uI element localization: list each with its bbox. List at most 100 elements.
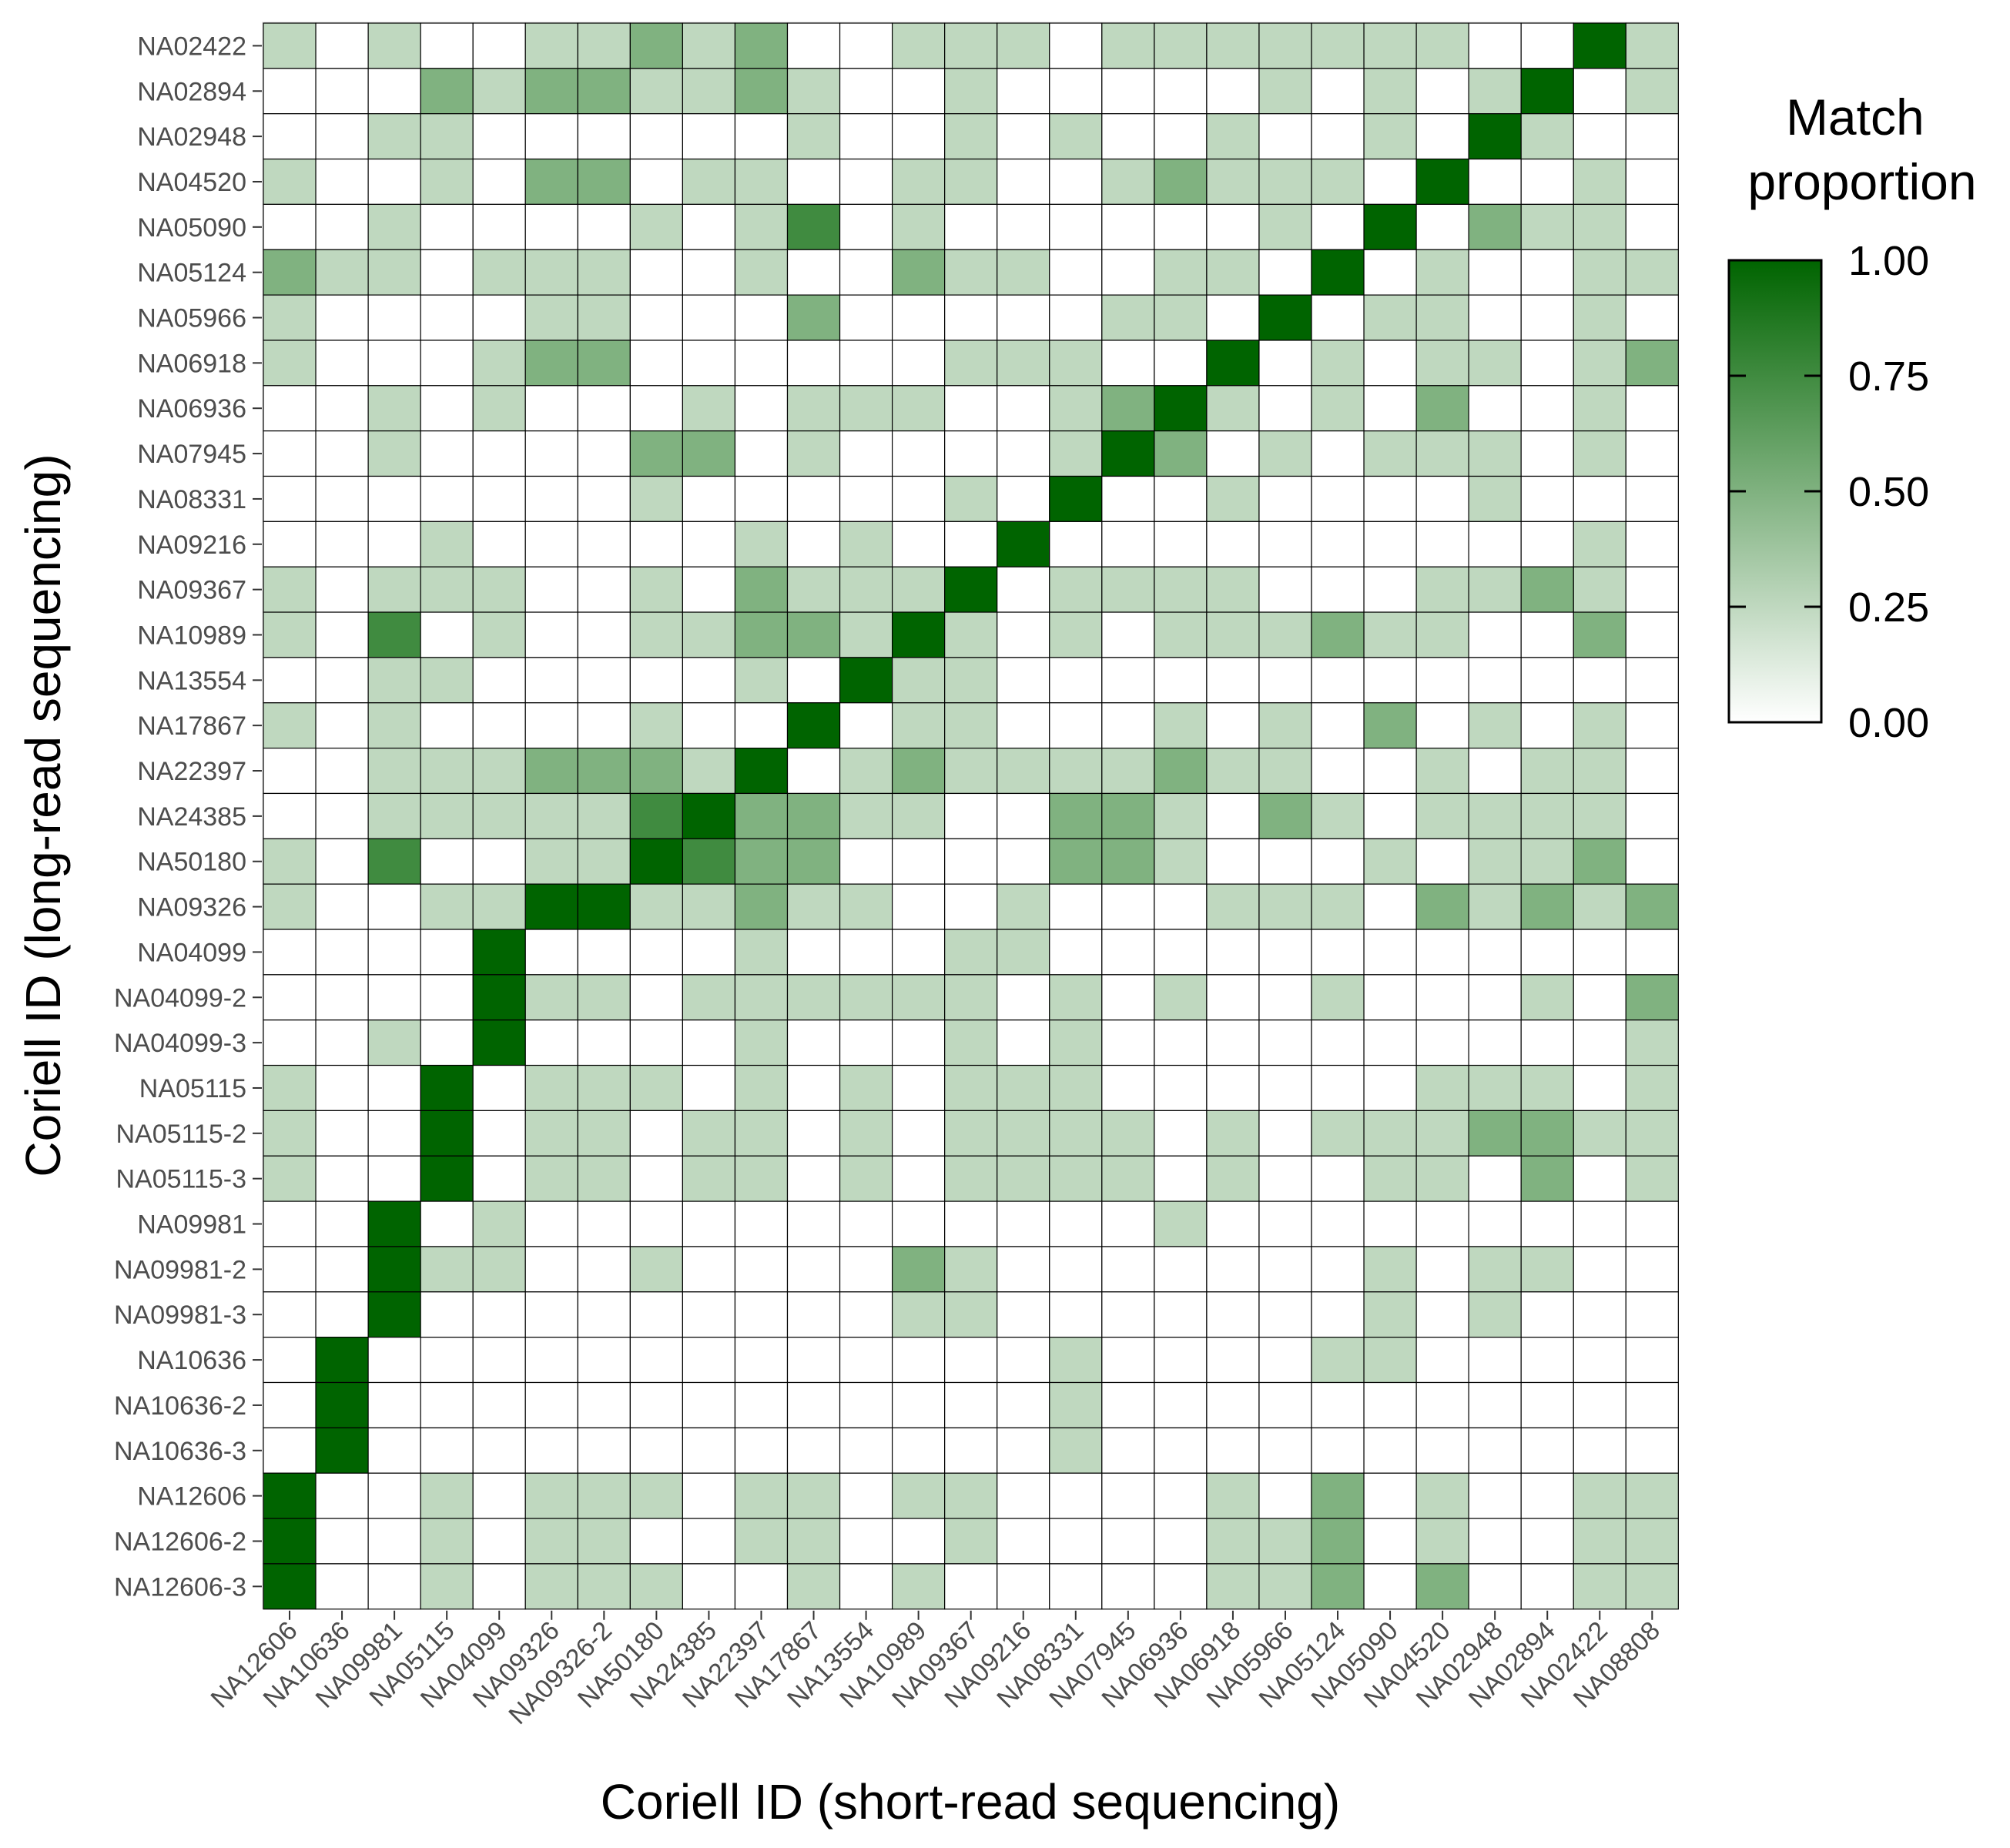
heatmap-cell xyxy=(1206,974,1260,1021)
heatmap-cell xyxy=(263,1337,317,1384)
heatmap-cell xyxy=(1468,1381,1522,1428)
heatmap-cell xyxy=(524,22,578,69)
heatmap-cell xyxy=(1311,838,1365,885)
y-tick-label: NA10636-3 xyxy=(114,1437,246,1466)
heatmap-cell xyxy=(1049,1064,1103,1112)
heatmap-cell xyxy=(1311,22,1365,69)
heatmap-cell xyxy=(1311,385,1365,432)
heatmap-cell xyxy=(472,158,526,206)
heatmap-cell xyxy=(997,1155,1050,1202)
heatmap-cell xyxy=(1363,974,1417,1021)
heatmap-cell xyxy=(472,702,526,749)
heatmap-cell xyxy=(524,566,578,613)
heatmap-cell xyxy=(682,68,736,115)
heatmap-cell xyxy=(786,430,841,477)
y-tick-label: NA09981-2 xyxy=(114,1255,246,1284)
heatmap-cell xyxy=(629,1155,683,1202)
heatmap-cell xyxy=(1049,475,1103,522)
heatmap-cell xyxy=(472,203,526,250)
heatmap-cell xyxy=(839,1291,893,1338)
heatmap-cell xyxy=(682,113,736,160)
heatmap-cell xyxy=(944,1518,998,1565)
heatmap-cell xyxy=(1206,883,1260,930)
heatmap-cell xyxy=(367,430,421,477)
heatmap-cell xyxy=(367,702,421,749)
heatmap-cell xyxy=(577,385,631,432)
heatmap-cell xyxy=(1258,1200,1312,1247)
heatmap-cell xyxy=(577,747,631,795)
heatmap-cell xyxy=(629,340,683,387)
heatmap-cell xyxy=(1625,521,1679,567)
heatmap-cell xyxy=(472,1291,526,1338)
heatmap-cell xyxy=(315,747,369,795)
heatmap-cell xyxy=(1258,1337,1312,1384)
heatmap-cell xyxy=(367,1110,421,1157)
heatmap-cell xyxy=(682,1381,736,1428)
heatmap-cell xyxy=(1258,1019,1312,1066)
heatmap-cell xyxy=(1520,430,1574,477)
heatmap-cell xyxy=(839,1337,893,1384)
heatmap-cell xyxy=(891,249,946,296)
heatmap-cell xyxy=(786,747,841,795)
heatmap-cell xyxy=(1206,340,1260,387)
heatmap-cell xyxy=(734,430,789,477)
heatmap-cell xyxy=(1101,1155,1155,1202)
heatmap-cell xyxy=(944,1472,998,1519)
y-axis: NA02422 NA02894 NA02948 NA04520 NA05090 NA051… xyxy=(114,32,262,1602)
heatmap-cell xyxy=(1415,1064,1469,1112)
heatmap-cell xyxy=(524,1291,578,1338)
heatmap-cell xyxy=(786,475,841,522)
heatmap-cell xyxy=(891,792,946,839)
heatmap-cell xyxy=(786,792,841,839)
heatmap-cell xyxy=(472,1337,526,1384)
heatmap-cell xyxy=(1415,1563,1469,1610)
x-axis: NA12606NA10636NA09981NA05115NA04099NA093… xyxy=(206,1610,1666,1730)
heatmap-cell xyxy=(1049,1110,1103,1157)
heatmap-cell xyxy=(420,1518,474,1565)
heatmap-cell xyxy=(1311,1155,1365,1202)
heatmap-cell xyxy=(1154,657,1208,704)
heatmap-cell xyxy=(367,1563,421,1610)
y-tick-label: NA09216 xyxy=(137,531,246,560)
heatmap-cell xyxy=(263,702,317,749)
heatmap-cell xyxy=(1468,1019,1522,1066)
heatmap-cell xyxy=(315,294,369,341)
heatmap-cell xyxy=(420,113,474,160)
heatmap-cell xyxy=(682,1337,736,1384)
heatmap-cell xyxy=(1468,747,1522,795)
heatmap-cell xyxy=(1625,1110,1679,1157)
heatmap-cell xyxy=(997,1110,1050,1157)
heatmap-cell xyxy=(1625,929,1679,976)
heatmap-cell xyxy=(1154,22,1208,69)
heatmap-cell xyxy=(997,929,1050,976)
heatmap-cell xyxy=(1415,203,1469,250)
heatmap-cell xyxy=(1625,113,1679,160)
heatmap-cell xyxy=(1049,702,1103,749)
heatmap-cell xyxy=(1625,1518,1679,1565)
heatmap-cell xyxy=(263,883,317,930)
heatmap-cell xyxy=(1311,611,1365,658)
heatmap-cell xyxy=(472,22,526,69)
heatmap-cell xyxy=(629,566,683,613)
heatmap-cell xyxy=(367,1427,421,1474)
heatmap-cell xyxy=(1520,566,1574,613)
heatmap-cell xyxy=(944,385,998,432)
heatmap-cell xyxy=(1520,203,1574,250)
heatmap-cell xyxy=(1258,974,1312,1021)
heatmap-cell xyxy=(1206,566,1260,613)
heatmap-cell xyxy=(420,1563,474,1610)
heatmap-cell xyxy=(1049,203,1103,250)
heatmap-cell xyxy=(577,974,631,1021)
heatmap-cell xyxy=(1101,22,1155,69)
heatmap-cell xyxy=(1311,974,1365,1021)
heatmap-cell xyxy=(1363,1246,1417,1293)
heatmap-cell xyxy=(786,1019,841,1066)
heatmap-cell xyxy=(944,1110,998,1157)
heatmap-cell xyxy=(1049,113,1103,160)
heatmap-cell xyxy=(786,1291,841,1338)
heatmap-cell xyxy=(1258,1064,1312,1112)
heatmap-cell xyxy=(1625,1563,1679,1610)
heatmap-cell xyxy=(997,611,1050,658)
heatmap-cell xyxy=(367,68,421,115)
heatmap-cell xyxy=(682,657,736,704)
